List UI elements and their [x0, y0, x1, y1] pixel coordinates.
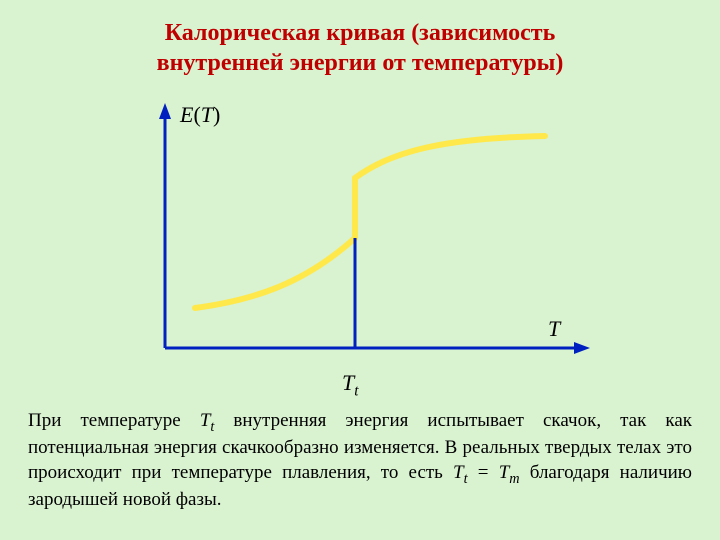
title-line-2: внутренней энергии от температуры): [157, 50, 564, 76]
caloric-curve-chart: [135, 98, 595, 368]
cap-eq-mid: =: [468, 462, 499, 483]
axes: [159, 103, 590, 354]
curve-seg-2: [355, 136, 545, 178]
title-line-1: Калорическая кривая (зависимость: [165, 20, 556, 46]
cap-rhs-var: T: [499, 462, 510, 483]
caption-paragraph: При температуре Tt внутренняя энергия ис…: [28, 409, 692, 512]
x-axis-var: T: [548, 316, 560, 341]
jump-tick-label: Tt: [342, 370, 359, 400]
cap-lhs-var: T: [453, 462, 464, 483]
y-axis-var: E: [180, 102, 193, 127]
y-axis-label: E(T): [180, 102, 220, 128]
slide-title: Калорическая кривая (зависимость внутрен…: [0, 18, 720, 78]
x-axis-arrow: [574, 342, 590, 354]
curve-seg-1: [195, 238, 355, 308]
tick-sub: t: [354, 382, 358, 399]
cap-rhs-sub: m: [509, 470, 519, 486]
cap-Tt-var: T: [200, 410, 211, 431]
energy-curve: [195, 136, 545, 308]
y-axis-arrow: [159, 103, 171, 119]
x-axis-label: T: [548, 316, 560, 342]
slide: Калорическая кривая (зависимость внутрен…: [0, 0, 720, 540]
tick-var: T: [342, 370, 354, 395]
cap-p1a: При температуре: [28, 410, 200, 431]
chart-svg: [135, 98, 595, 368]
y-axis-arg: T: [201, 102, 213, 127]
